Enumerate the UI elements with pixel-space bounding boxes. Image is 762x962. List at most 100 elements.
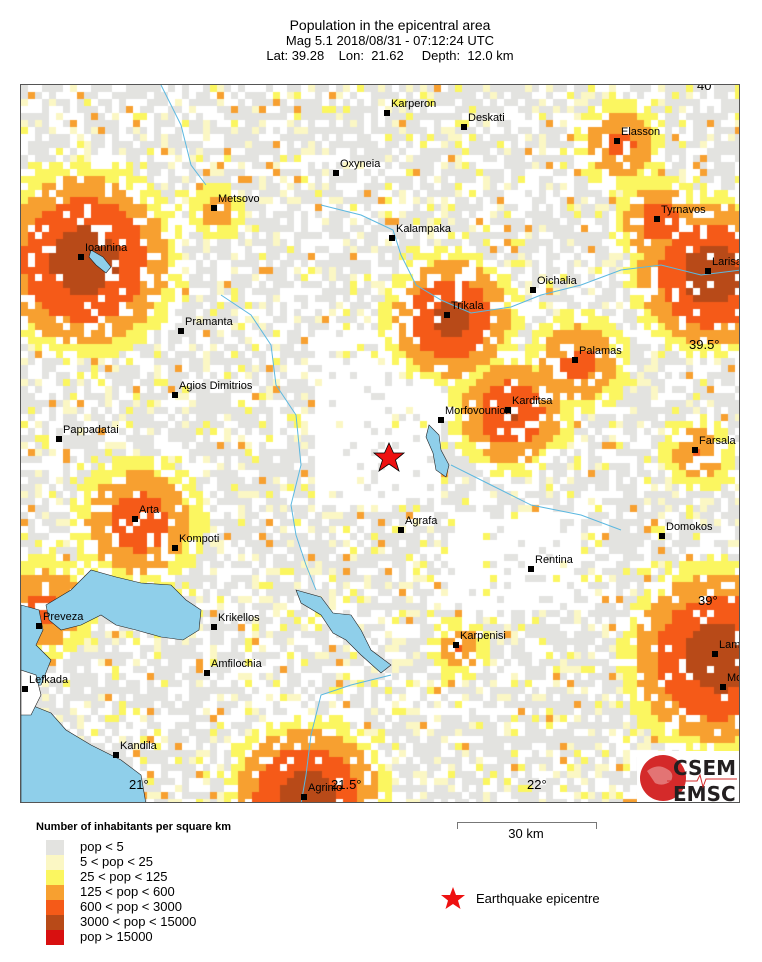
city-marker-icon [444, 312, 450, 318]
legend-label: 25 < pop < 125 [80, 869, 168, 884]
city-label: Trikala [451, 300, 484, 312]
legend-swatch [46, 915, 64, 930]
city-label: Preveza [43, 611, 84, 623]
scale-bar [457, 822, 597, 829]
city-label: Kandila [120, 740, 157, 752]
city-label: Krikellos [218, 612, 260, 624]
city-label: Pramanta [185, 316, 233, 328]
city-marker-icon [659, 533, 665, 539]
lat-label-39-5: 39.5° [689, 337, 720, 352]
river-acheloos [220, 294, 317, 591]
city-label: Kompoti [179, 533, 220, 545]
legend-title: Number of inhabitants per square km [36, 821, 231, 833]
city-label: Farsala [699, 435, 736, 447]
globe-icon [640, 755, 686, 801]
svg-text:EMSC: EMSC [673, 782, 736, 803]
city-marker-icon [172, 545, 178, 551]
city-marker-icon [528, 566, 534, 572]
city-label: Elasson [621, 126, 661, 138]
city-label: Lamia [719, 639, 740, 651]
city-marker-icon [22, 686, 28, 692]
city-marker-icon [712, 651, 718, 657]
city-marker-icon [132, 516, 138, 522]
river-pineios [320, 204, 739, 314]
city-label: Pappadatai [63, 424, 119, 436]
city-label: Karperon [391, 98, 437, 110]
water-layer [21, 85, 739, 802]
legend-label: 3000 < pop < 15000 [80, 914, 197, 929]
city-marker-icon [78, 254, 84, 260]
epicentre-legend-label: Earthquake epicentre [476, 891, 600, 906]
map-title: Population in the epicentral area [289, 17, 491, 33]
ionian-sea-south [21, 694, 146, 802]
legend-label: pop > 15000 [80, 929, 153, 944]
event-location: Lat: 39.28 Lon: 21.62 Depth: 12.0 km [266, 48, 514, 63]
city-label: Larisa [712, 256, 740, 268]
city-label: Metsovo [218, 193, 260, 205]
plastiras-lake [425, 424, 450, 478]
city-label: Oichalia [537, 275, 577, 287]
city-label: Palamas [579, 345, 622, 357]
city-label: Deskati [468, 112, 505, 124]
legend-label: 5 < pop < 25 [80, 854, 154, 869]
city-marker-icon [389, 235, 395, 241]
city-marker-icon [211, 205, 217, 211]
city-label: Morfovounion [445, 405, 512, 417]
legend-swatch [46, 855, 64, 870]
population-map[interactable]: Karperon Deskati Elasson Oxyneia Metsovo Tyrn… [20, 84, 740, 803]
city-marker-icon [301, 794, 307, 800]
kremasta-lake [295, 589, 392, 674]
city-label: Domokos [666, 521, 713, 533]
city-marker-icon [113, 752, 119, 758]
legend-label: pop < 5 [80, 839, 124, 854]
city-marker-icon [461, 124, 467, 130]
city-label: Ioannina [85, 242, 128, 254]
csem-emsc-logo: CSEM EMSC [637, 751, 739, 803]
city-marker-icon [692, 447, 698, 453]
lat-label-39: 39° [698, 593, 718, 608]
lefkada-island [21, 669, 42, 716]
city-marker-icon [398, 527, 404, 533]
city-marker-icon [36, 623, 42, 629]
city-label: Kalampaka [396, 223, 452, 235]
city-marker-icon [211, 624, 217, 630]
city-marker-icon [384, 110, 390, 116]
city-marker-icon [654, 216, 660, 222]
lon-label-22: 22° [527, 777, 547, 792]
legend-swatch [46, 885, 64, 900]
legend-label: 125 < pop < 600 [80, 884, 175, 899]
lat-label-40: 40° [697, 84, 717, 93]
lon-label-21: 21° [129, 777, 149, 792]
city-label: Amfilochia [211, 658, 262, 670]
city-marker-icon [572, 357, 578, 363]
city-label: Rentina [535, 554, 573, 566]
city-marker-icon [438, 417, 444, 423]
legend-label: 600 < pop < 3000 [80, 899, 182, 914]
river-north [160, 85, 207, 186]
city-label: Agrinio [308, 782, 343, 794]
city-marker-icon [172, 392, 178, 398]
city-marker-icon [453, 642, 459, 648]
legend-swatch [46, 900, 64, 915]
city-label: Karpenisi [460, 630, 506, 642]
city-label: Arta [139, 504, 160, 516]
city-label: Karditsa [512, 395, 553, 407]
river-enipeas [450, 464, 622, 531]
event-info: Mag 5.1 2018/08/31 - 07:12:24 UTC [285, 33, 495, 48]
city-marker-icon [720, 684, 726, 690]
star-icon [441, 887, 465, 909]
city-marker-icon [505, 407, 511, 413]
city-label: Oxyneia [340, 158, 381, 170]
city-label: Tyrnavos [661, 204, 706, 216]
city-marker-icon [705, 268, 711, 274]
city-marker-icon [178, 328, 184, 334]
svg-text:CSEM: CSEM [673, 756, 736, 780]
legend-swatch [46, 870, 64, 885]
city-marker-icon [333, 170, 339, 176]
lon-label-21-5: 21.5° [331, 777, 362, 792]
river-acheloos-south [300, 674, 392, 802]
city-marker-icon [614, 138, 620, 144]
city-label: Molos [727, 672, 739, 684]
city-marker-icon [530, 287, 536, 293]
ioannina-lake [88, 249, 112, 274]
